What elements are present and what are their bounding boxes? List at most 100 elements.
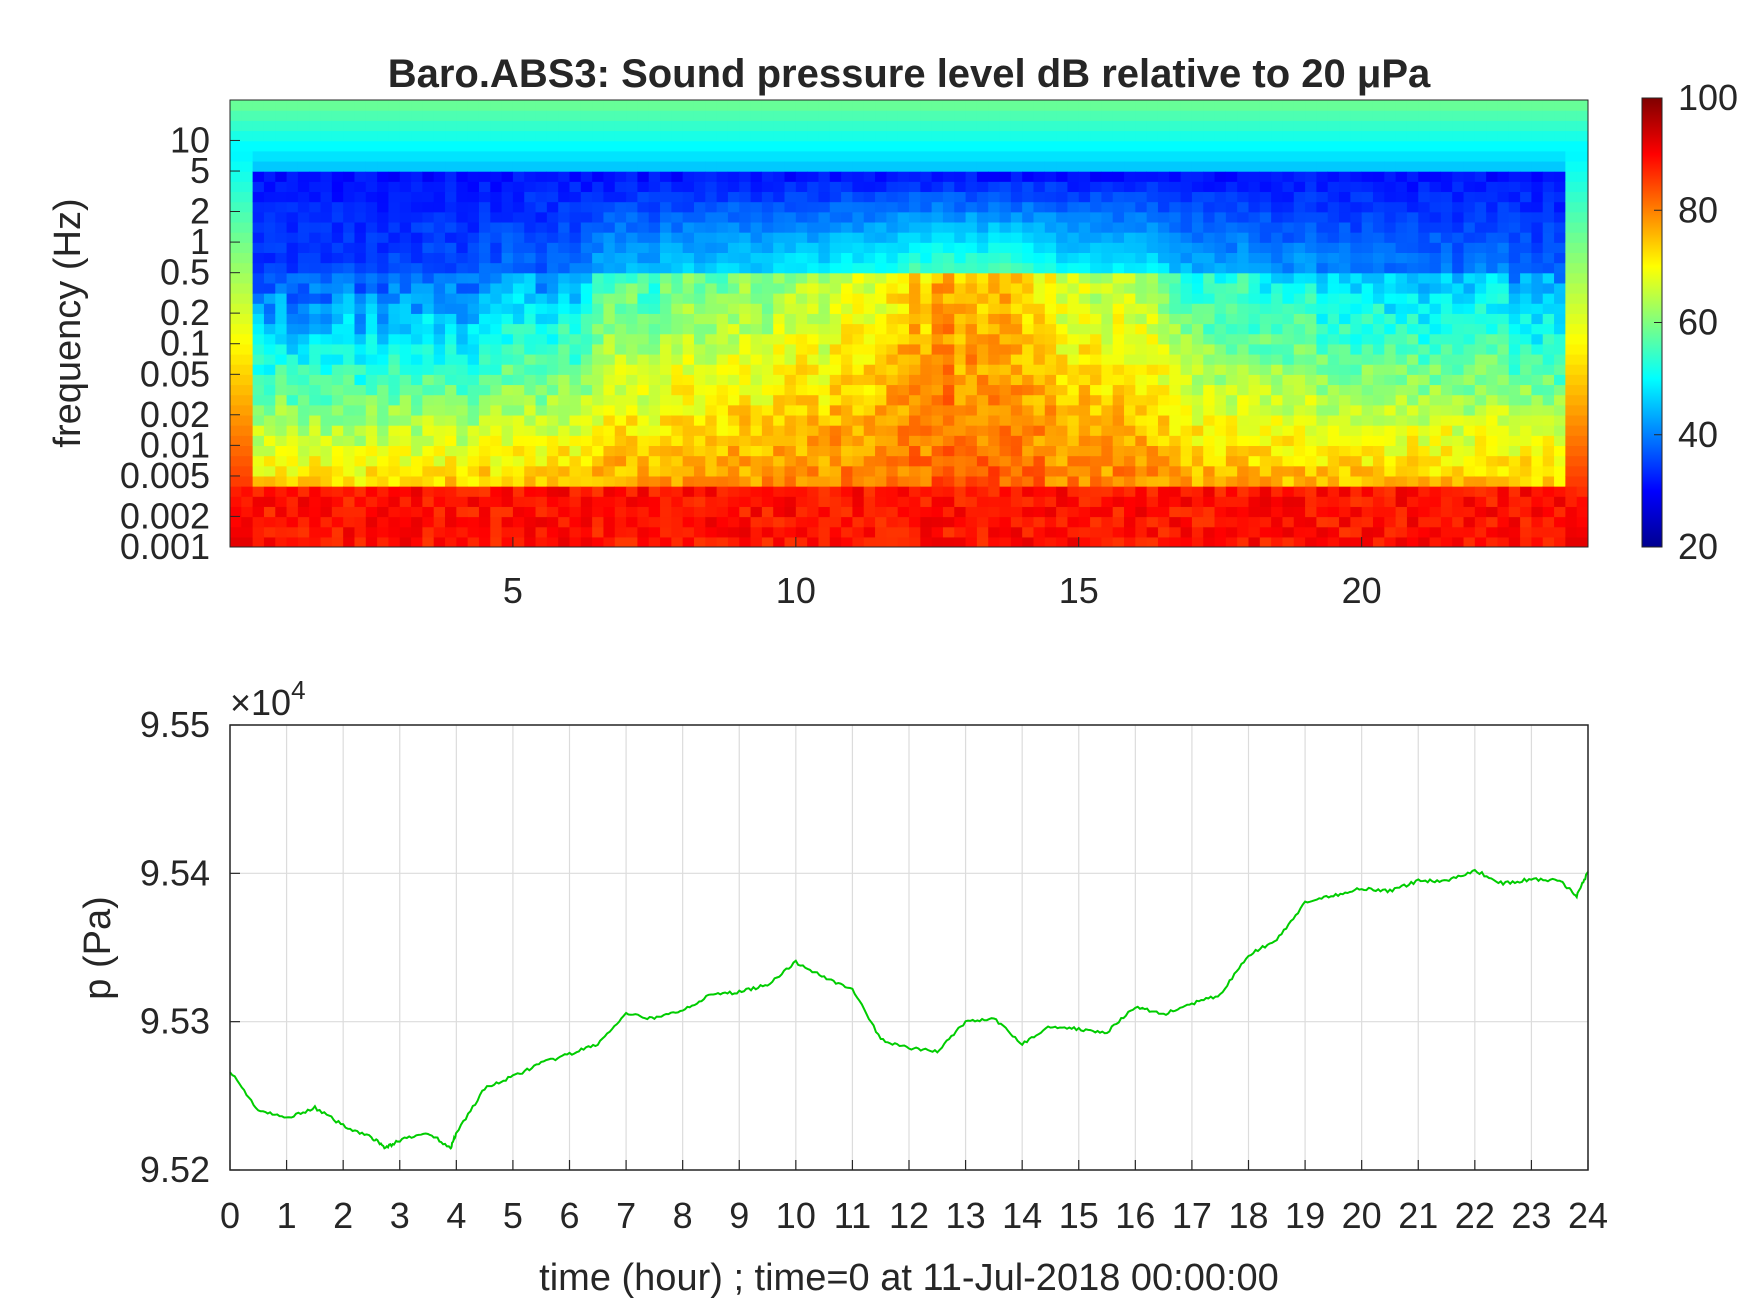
spectrogram-cell <box>592 445 605 457</box>
spectrogram-cell <box>1056 404 1069 416</box>
spectrogram-cell <box>592 201 605 213</box>
spectrogram-cell <box>388 110 401 121</box>
spectrogram-cell <box>705 242 718 253</box>
spectrogram-cell <box>275 323 288 335</box>
spectrogram-cell <box>558 374 571 386</box>
spectrogram-cell <box>354 160 367 172</box>
spectrogram-cell <box>1203 252 1216 264</box>
spectrogram-cell <box>252 191 265 203</box>
spectrogram-cell <box>490 232 503 243</box>
spectrogram-cell <box>433 211 446 223</box>
spectrogram-cell <box>852 232 865 243</box>
spectrogram-cell <box>1395 435 1408 447</box>
spectrogram-cell <box>897 221 910 233</box>
spectrogram-cell <box>478 333 491 345</box>
spectrogram-cell <box>297 384 310 396</box>
spectrogram-cell <box>807 150 820 162</box>
spectrogram-cell <box>1044 475 1057 487</box>
spectrogram-cell <box>1225 242 1238 253</box>
spectrogram-cell <box>614 120 627 132</box>
spectrogram-cell <box>252 384 265 396</box>
spectrogram-cell <box>263 171 276 182</box>
spectrogram-cell <box>1497 374 1510 386</box>
spectrogram-cell <box>648 475 661 487</box>
spectrogram-cell <box>478 150 491 162</box>
spectrogram-cell <box>1101 455 1114 467</box>
spectrogram-cell <box>1350 374 1363 386</box>
spectrogram-cell <box>626 110 638 121</box>
spectrogram-cell <box>1225 232 1238 243</box>
spectrogram-cell <box>841 364 854 375</box>
spectrogram-cell <box>1180 120 1193 132</box>
spectrogram-cell <box>1384 100 1397 111</box>
spectrogram-cell <box>727 536 740 547</box>
spectrogram-cell <box>727 374 740 386</box>
spectrogram-cell <box>761 374 774 386</box>
spectrogram-cell <box>648 282 661 294</box>
spectrogram-cell <box>1022 211 1035 223</box>
spectrogram-cell <box>705 181 718 193</box>
spectrogram-cell <box>1474 526 1487 538</box>
spectrogram-cell <box>1191 171 1204 182</box>
spectrogram-cell <box>445 394 457 406</box>
spectrogram-cell <box>693 384 706 396</box>
spectrogram-cell <box>275 404 288 416</box>
spectrogram-cell <box>761 455 774 467</box>
spectrogram-cell <box>818 201 831 213</box>
spectrogram-cell <box>1350 303 1363 314</box>
spectrogram-cell <box>841 303 854 314</box>
spectrogram-cell <box>852 110 865 121</box>
spectrogram-cell <box>286 272 299 284</box>
spectrogram-cell <box>852 374 865 386</box>
spectrogram-cell <box>682 282 695 294</box>
spectrogram-cell <box>1418 404 1431 416</box>
spectrogram-cell <box>920 232 933 243</box>
spectrogram-cell <box>988 130 1001 142</box>
spectrogram-cell <box>795 150 808 162</box>
spectrogram-cell <box>852 465 865 477</box>
spectrogram-cell <box>761 364 774 375</box>
spectrogram-cell <box>931 181 944 193</box>
spectrogram-cell <box>535 160 548 172</box>
spectrogram-cell <box>580 110 593 121</box>
spectrogram-cell <box>603 211 616 223</box>
spectrogram-cell <box>660 526 672 538</box>
spectrogram-cell <box>795 445 808 457</box>
spectrogram-cell <box>705 252 718 264</box>
spectrogram-cell <box>1429 455 1442 467</box>
spectrogram-cell <box>275 293 288 304</box>
spectrogram-cell <box>445 221 457 233</box>
spectrogram-cell <box>773 252 786 264</box>
spectrogram-cell <box>920 171 933 182</box>
spectrogram-cell <box>558 414 571 426</box>
spectrogram-cell <box>920 100 933 111</box>
spectrogram-cell <box>467 425 480 436</box>
spectrogram-cell <box>286 313 299 325</box>
spectrogram-cell <box>1112 201 1125 213</box>
spectrogram-cell <box>716 404 729 416</box>
spectrogram-cell <box>1237 384 1250 396</box>
spectrogram-cell <box>818 425 831 436</box>
spectrogram-cell <box>297 171 310 182</box>
spectrogram-cell <box>1474 313 1487 325</box>
spectrogram-cell <box>422 394 435 406</box>
spectrogram-cell <box>343 140 356 152</box>
spectrogram-cell <box>976 374 989 386</box>
spectrogram-cell <box>1033 242 1046 253</box>
spectrogram-cell <box>739 150 752 162</box>
spectrogram-cell <box>693 262 706 274</box>
spectrogram-cell <box>580 120 593 132</box>
spectrogram-cell <box>422 384 435 396</box>
spectrogram-cell <box>1056 343 1069 355</box>
spectrogram-cell <box>230 496 242 507</box>
spectrogram-cell <box>377 364 390 375</box>
spectrogram-cell <box>445 496 457 507</box>
spectrogram-cell <box>501 110 514 121</box>
spectrogram-cell <box>682 506 695 518</box>
spectrogram-cell <box>897 282 910 294</box>
spectrogram-cell <box>1203 282 1216 294</box>
spectrogram-cell <box>343 425 356 436</box>
spectrogram-cell <box>1146 232 1159 243</box>
spectrogram-cell <box>1191 425 1204 436</box>
spectrogram-cell <box>909 211 921 223</box>
